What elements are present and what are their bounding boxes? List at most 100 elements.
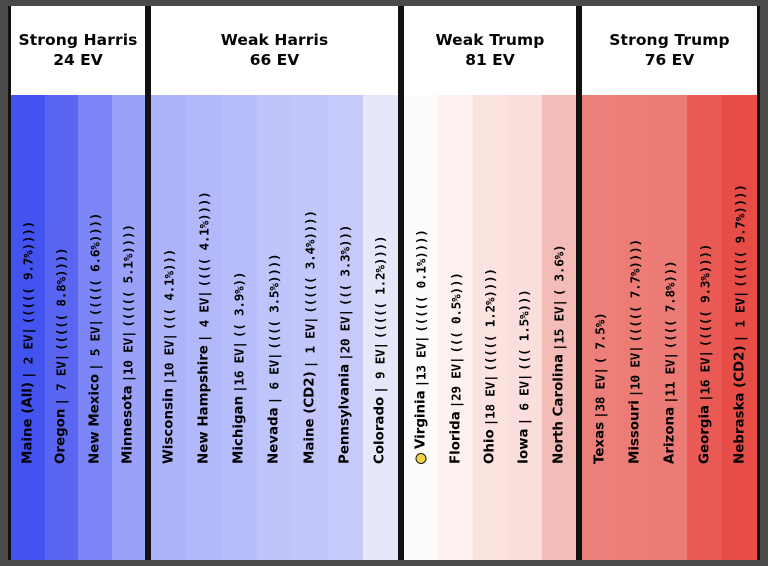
state-band[interactable]: Maine (CD2) | 1 EV| ((((( 3.4%)))): [292, 95, 328, 560]
state-label: Iowa | 6 EV| ((( 1.5%))): [517, 290, 532, 464]
state-bands: Wisconsin |10 EV| ((( 4.1%))) New Hampshire…: [151, 95, 398, 560]
state-band[interactable]: Georgia |16 EV| ((((( 9.3%)))): [687, 95, 722, 560]
state-margin: ((( 4.1%))): [161, 249, 177, 331]
state-band[interactable]: Nevada | 6 EV| (((( 3.5%)))): [256, 95, 293, 560]
state-name: Arizona: [662, 406, 677, 464]
state-name: Texas: [592, 421, 607, 464]
state-ev: |18 EV|: [482, 374, 498, 427]
state-margin: ((( 1.5%))): [516, 289, 532, 371]
state-margin: (( 3.9%)): [231, 271, 247, 339]
section-title: Strong Harris: [18, 31, 138, 50]
section-strong-trump: Strong Trump 76 EV Texas |38 EV| ( 7.5%) Miss…: [579, 6, 760, 560]
state-margin: ((((( 9.7%)))): [732, 184, 747, 288]
state-margin: ((((( 8.8%)))): [53, 247, 69, 351]
section-weak-trump: Weak Trump 81 EV Virginia |13 EV| ((((( 0.1%…: [401, 6, 579, 560]
state-ev: | 9 EV|: [372, 342, 388, 394]
electoral-map-board: Strong Harris 24 EV Maine (All) | 2 EV| ((((…: [8, 6, 760, 560]
state-band[interactable]: Missouri |10 EV| ((((( 7.7%)))): [617, 95, 652, 560]
state-margin: (((( 4.1%)))): [196, 191, 212, 288]
state-label: Nevada | 6 EV| (((( 3.5%)))): [267, 254, 282, 464]
state-margin: (((( 3.5%)))): [266, 253, 282, 350]
state-band[interactable]: Michigan |16 EV| (( 3.9%)): [221, 95, 257, 560]
state-band[interactable]: Pennsylvania |20 EV| ((( 3.3%))): [327, 95, 363, 560]
state-band[interactable]: Maine (All) | 2 EV| ((((( 9.7%)))): [11, 95, 45, 560]
state-label: Nebraska (CD2) | 1 EV| ((((( 9.7%)))): [732, 184, 747, 464]
state-bands: Texas |38 EV| ( 7.5%) Missouri |10 EV| ((((( …: [582, 95, 757, 560]
state-label: New Mexico | 5 EV| ((((( 6.6%)))): [87, 213, 102, 464]
state-label: Texas |38 EV| ( 7.5%): [592, 313, 607, 464]
state-band[interactable]: North Carolina |15 EV| ( 3.6%): [541, 95, 576, 560]
state-ev: | 1 EV|: [732, 290, 747, 343]
section-ev-total: 66 EV: [249, 50, 300, 69]
state-band[interactable]: New Mexico | 5 EV| ((((( 6.6%)))): [78, 95, 112, 560]
state-name: Nevada: [266, 407, 282, 464]
state-ev: |16 EV|: [231, 341, 247, 393]
state-bands: Virginia |13 EV| ((((( 0.1%)))) Florida |29 …: [404, 95, 576, 560]
section-header: Weak Harris 66 EV: [151, 6, 398, 95]
state-ev: | 1 EV|: [302, 316, 318, 369]
state-ev: | 5 EV|: [87, 319, 103, 371]
state-name: Michigan: [231, 395, 247, 464]
state-margin: ((((( 3.4%)))): [302, 210, 318, 314]
state-margin: ( 7.5%): [592, 312, 607, 365]
state-band[interactable]: Wisconsin |10 EV| ((( 4.1%))): [151, 95, 187, 560]
state-band[interactable]: Texas |38 EV| ( 7.5%): [582, 95, 617, 560]
state-margin: ((((( 1.2%)))): [372, 235, 388, 340]
state-ev: | 6 EV|: [266, 352, 282, 405]
state-name: Missouri: [627, 400, 642, 464]
state-name: Minnesota: [120, 385, 136, 464]
tipping-point-marker-icon: [415, 453, 427, 464]
section-header: Weak Trump 81 EV: [404, 6, 576, 95]
state-name: Florida: [448, 411, 464, 464]
state-band[interactable]: Minnesota |10 EV| ((((( 5.1%)))): [111, 95, 145, 560]
state-name: Colorado: [372, 396, 388, 464]
state-margin: ((((( 1.2%)))): [482, 268, 498, 372]
state-ev: |15 EV|: [551, 299, 567, 351]
state-name: Iowa: [516, 428, 532, 464]
state-ev: |38 EV|: [592, 367, 607, 419]
state-band[interactable]: Oregon | 7 EV| ((((( 8.8%)))): [44, 95, 78, 560]
state-band[interactable]: Florida |29 EV| ((( 0.5%))): [438, 95, 473, 560]
state-ev: | 4 EV|: [196, 290, 212, 343]
state-label: Missouri |10 EV| ((((( 7.7%)))): [627, 239, 642, 464]
section-ev-total: 81 EV: [465, 50, 515, 69]
state-label: Arizona |11 EV| (((( 7.8%))): [662, 261, 677, 464]
section-ev-total: 24 EV: [53, 50, 103, 69]
state-label: Colorado | 9 EV| ((((( 1.2%)))): [373, 236, 388, 464]
state-band[interactable]: Arizona |11 EV| (((( 7.8%))): [652, 95, 687, 560]
state-label: Ohio |18 EV| ((((( 1.2%)))): [482, 268, 497, 464]
state-band[interactable]: Nebraska (CD2) | 1 EV| ((((( 9.7%)))): [722, 95, 757, 560]
state-label: New Hampshire | 4 EV| (((( 4.1%)))): [196, 191, 211, 464]
state-label: Virginia |13 EV| ((((( 0.1%)))): [414, 229, 429, 464]
state-band[interactable]: Iowa | 6 EV| ((( 1.5%))): [507, 95, 542, 560]
state-name: Maine (All): [20, 381, 36, 464]
state-label: Maine (All) | 2 EV| ((((( 9.7%)))): [20, 221, 35, 464]
state-label: Georgia |16 EV| ((((( 9.3%)))): [697, 244, 712, 464]
state-margin: ((((( 0.1%)))): [413, 229, 429, 333]
section-strong-harris: Strong Harris 24 EV Maine (All) | 2 EV| ((((…: [8, 6, 148, 560]
section-weak-harris: Weak Harris 66 EV Wisconsin |10 EV| ((( 4.1%…: [148, 6, 401, 560]
state-ev: | 2 EV|: [20, 327, 36, 379]
section-ev-total: 76 EV: [644, 50, 695, 69]
state-band[interactable]: Colorado | 9 EV| ((((( 1.2%)))): [362, 95, 398, 560]
state-ev: | 6 EV|: [516, 373, 532, 426]
state-ev: |10 EV|: [627, 345, 642, 398]
state-label: Michigan |16 EV| (( 3.9%)): [232, 272, 247, 464]
state-name: Maine (CD2): [302, 371, 318, 464]
state-band[interactable]: New Hampshire | 4 EV| (((( 4.1%)))): [186, 95, 222, 560]
state-name: Nebraska (CD2): [732, 345, 747, 464]
state-band[interactable]: Virginia |13 EV| ((((( 0.1%)))): [404, 95, 439, 560]
state-name: North Carolina: [551, 353, 567, 464]
section-header: Strong Trump 76 EV: [582, 6, 757, 95]
section-header: Strong Harris 24 EV: [11, 6, 145, 95]
state-ev: |29 EV|: [448, 356, 464, 409]
state-ev: |16 EV|: [697, 350, 712, 402]
state-margin: ((((( 5.1%)))): [120, 224, 136, 328]
state-name: Oregon: [53, 408, 69, 464]
state-name: Georgia: [697, 404, 712, 464]
state-name: New Mexico: [87, 373, 103, 464]
state-name: Wisconsin: [161, 387, 177, 464]
state-band[interactable]: Ohio |18 EV| ((((( 1.2%)))): [472, 95, 508, 560]
state-margin: ((((( 6.6%)))): [87, 212, 103, 317]
state-label: Minnesota |10 EV| ((((( 5.1%)))): [121, 224, 136, 464]
